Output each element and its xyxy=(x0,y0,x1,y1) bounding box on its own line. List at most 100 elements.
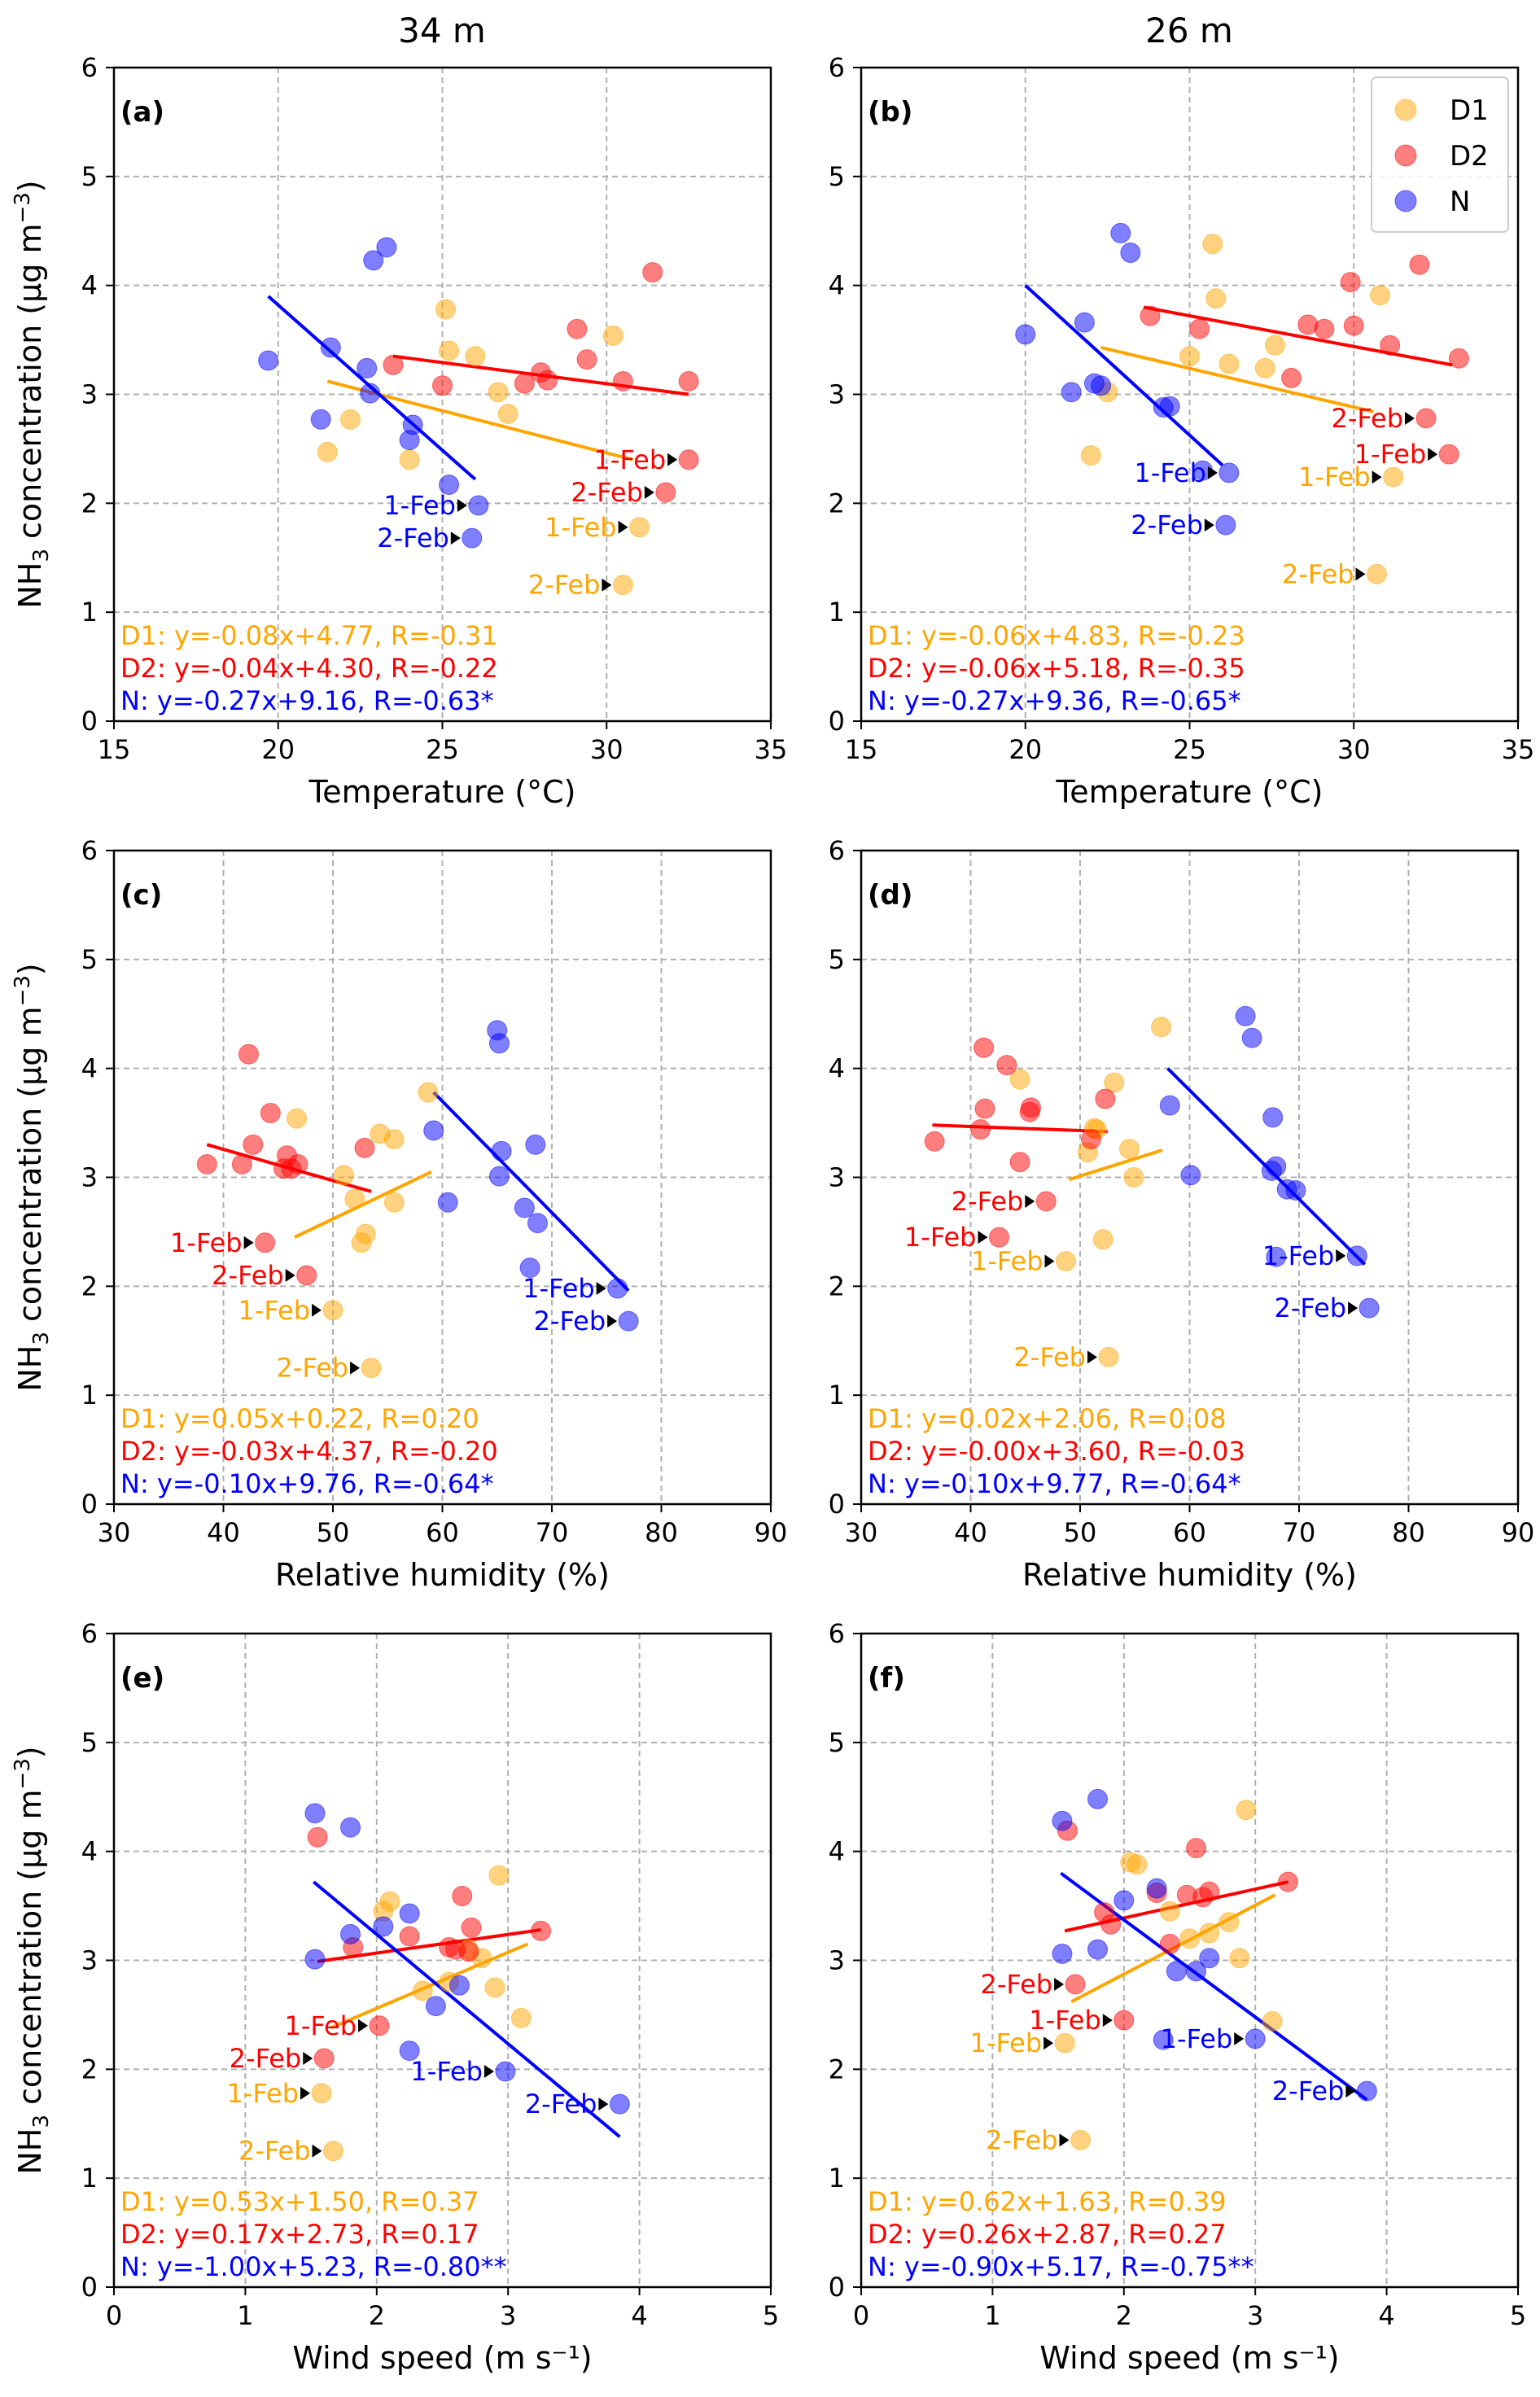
data-point-n xyxy=(437,1192,458,1213)
y-tick-label: 1 xyxy=(829,597,845,628)
data-point-n xyxy=(1218,462,1240,483)
x-tick-label: 50 xyxy=(317,1517,350,1548)
data-point-n xyxy=(1159,1095,1180,1116)
x-tick-label: 3 xyxy=(1247,2300,1263,2331)
date-annotation: 2-Feb xyxy=(230,2043,302,2074)
y-tick-label: 6 xyxy=(829,52,845,83)
date-annotation: 2-Feb xyxy=(534,1306,606,1336)
x-axis-label: Temperature (°C) xyxy=(308,774,576,810)
annotation-arrow xyxy=(618,520,628,534)
date-annotation: 2-Feb xyxy=(1013,1341,1086,1372)
axes-frame xyxy=(112,849,772,1506)
data-point-n xyxy=(340,1817,361,1838)
data-point-d1 xyxy=(602,325,623,346)
data-point-d1 xyxy=(1236,1800,1257,1821)
regression-equation: D2: y=-0.00x+3.60, R=-0.03 xyxy=(868,1436,1245,1467)
annotation-arrow xyxy=(667,453,678,466)
data-point-d1 xyxy=(1179,1928,1200,1949)
annotation-arrow xyxy=(300,2086,311,2100)
date-annotation: 2-Feb xyxy=(571,477,643,508)
x-tick-label: 5 xyxy=(1510,2300,1526,2331)
data-point-n xyxy=(1241,1027,1262,1048)
data-point-n xyxy=(258,350,279,371)
data-point-n xyxy=(1015,324,1036,345)
data-point-d2 xyxy=(612,370,633,391)
regression-equation: N: y=-0.10x+9.77, R=-0.64* xyxy=(868,1468,1241,1499)
y-tick-label: 0 xyxy=(829,706,845,737)
y-tick-label: 1 xyxy=(81,597,98,628)
data-point-d2 xyxy=(514,373,535,394)
annotation-arrow xyxy=(1087,1350,1097,1364)
y-tick-label: 5 xyxy=(81,944,98,975)
data-point-d2 xyxy=(974,1098,995,1119)
x-tick-label: 0 xyxy=(106,2300,122,2331)
data-point-d1 xyxy=(1229,1948,1250,1969)
x-tick-label: 30 xyxy=(98,1517,131,1548)
date-annotation: 2-Feb xyxy=(377,523,449,553)
data-point-d1 xyxy=(1262,2010,1283,2032)
legend-marker-d2 xyxy=(1394,144,1417,167)
panel-b: 15 20 25 30 35 0 1 2 3 4 5 6 Temperature (°C) 2-Feb 1-… xyxy=(829,52,1535,810)
annotation-arrow xyxy=(450,531,461,545)
data-point-n xyxy=(1110,222,1131,243)
data-point-n xyxy=(488,1166,510,1187)
data-point-n xyxy=(448,1975,470,1996)
x-tick-label: 20 xyxy=(261,734,295,765)
data-point-n xyxy=(373,1916,394,1937)
data-point-d2 xyxy=(296,1265,317,1286)
data-point-n xyxy=(491,1140,512,1161)
fit-line-d2 xyxy=(1143,305,1453,367)
data-point-d1 xyxy=(322,1300,343,1321)
y-tick-label: 0 xyxy=(81,706,98,737)
regression-equation: N: y=-0.27x+9.36, R=-0.65* xyxy=(868,685,1241,716)
x-tick-label: 1 xyxy=(237,2300,253,2331)
data-point-d1 xyxy=(333,1165,354,1186)
data-point-d1 xyxy=(488,382,509,403)
date-annotation: 2-Feb xyxy=(1275,1293,1347,1323)
data-point-d1 xyxy=(383,1129,405,1150)
data-point-d1 xyxy=(1370,285,1391,306)
data-point-d2 xyxy=(1140,305,1161,326)
date-annotation: 2-Feb xyxy=(1282,558,1354,589)
data-point-n xyxy=(399,1903,420,1924)
column-title: 26 m xyxy=(1145,11,1233,50)
data-point-d1 xyxy=(344,1188,365,1209)
x-tick-label: 80 xyxy=(1392,1517,1425,1548)
y-tick-label: 2 xyxy=(81,2054,98,2084)
data-point-d1 xyxy=(383,1192,405,1213)
data-point-d2 xyxy=(231,1153,252,1174)
y-tick-label: 1 xyxy=(829,2163,845,2194)
data-point-n xyxy=(1091,375,1112,396)
fit-line-n xyxy=(432,1091,630,1293)
data-point-d1 xyxy=(1054,2032,1075,2054)
x-axis-label: Wind speed (m s⁻¹) xyxy=(1039,2340,1339,2376)
data-point-d2 xyxy=(1189,318,1210,339)
regression-equation: D2: y=0.17x+2.73, R=0.17 xyxy=(120,2219,479,2250)
data-point-n xyxy=(1245,2028,1266,2049)
y-tick-label: 5 xyxy=(81,1727,98,1758)
date-annotation: 1-Feb xyxy=(904,1222,977,1253)
data-point-d2 xyxy=(1415,408,1437,429)
data-point-d1 xyxy=(399,449,420,470)
data-point-d2 xyxy=(196,1153,217,1174)
data-point-d1 xyxy=(1179,346,1200,367)
data-point-d2 xyxy=(458,1941,479,1962)
data-point-n xyxy=(1159,396,1180,417)
fit-line-n xyxy=(313,1880,621,2138)
data-point-d2 xyxy=(243,1134,264,1155)
data-point-n xyxy=(320,337,341,358)
y-tick-label: 2 xyxy=(81,488,98,518)
data-point-n xyxy=(423,1120,444,1141)
data-point-d1 xyxy=(1151,1017,1172,1038)
y-tick-label: 2 xyxy=(829,488,845,518)
data-point-n xyxy=(1166,1961,1187,1982)
data-point-d2 xyxy=(1080,1129,1101,1150)
data-point-d1 xyxy=(1202,234,1223,255)
data-point-n xyxy=(519,1258,540,1279)
data-point-d2 xyxy=(1409,254,1430,275)
x-tick-label: 4 xyxy=(1378,2300,1394,2331)
x-tick-label: 60 xyxy=(426,1517,459,1548)
data-point-d2 xyxy=(260,1103,281,1124)
data-point-d2 xyxy=(1343,315,1364,336)
regression-equation: D2: y=-0.03x+4.37, R=-0.20 xyxy=(120,1436,498,1467)
